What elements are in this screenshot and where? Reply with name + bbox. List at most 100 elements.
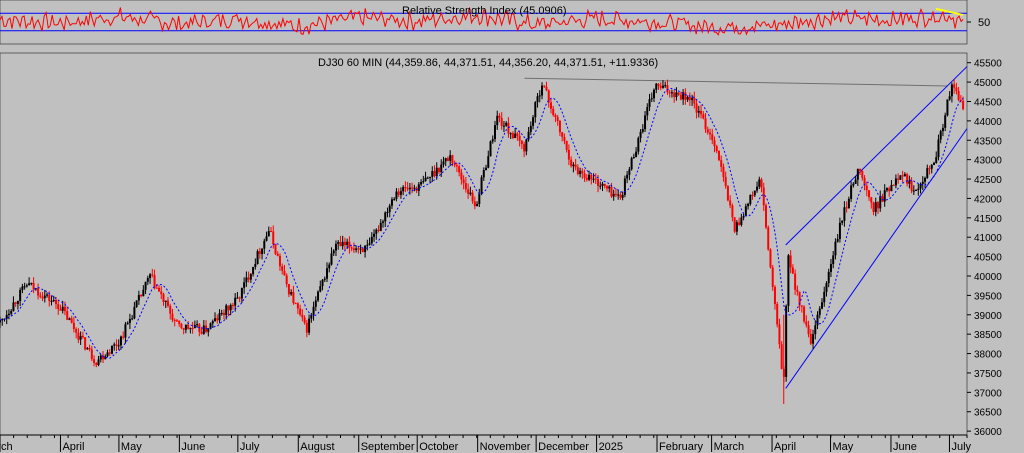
candle-body <box>115 344 118 346</box>
candle-body <box>798 291 801 306</box>
candle-body <box>469 192 472 194</box>
candle-body <box>845 207 848 209</box>
candle-body <box>511 133 514 138</box>
candle-body <box>549 102 552 109</box>
candle-body <box>874 202 877 212</box>
candle-body <box>200 331 203 334</box>
candle-body <box>776 304 779 325</box>
candle-body <box>346 241 349 246</box>
candle-body <box>37 288 40 296</box>
candle-body <box>498 115 501 118</box>
candle-body <box>455 165 458 167</box>
candle-body <box>357 248 360 250</box>
candle-body <box>957 90 960 101</box>
candle-body <box>614 193 617 195</box>
candle-body <box>23 286 26 288</box>
candle-body <box>189 328 192 330</box>
candle-body <box>364 245 367 253</box>
candle-body <box>482 170 485 178</box>
candle-body <box>762 187 765 206</box>
candle-body <box>675 92 678 98</box>
candle-body <box>254 264 257 267</box>
wedge-lower-trendline <box>785 128 968 389</box>
candle-body <box>717 150 720 161</box>
candle-body <box>164 300 167 302</box>
candle-body <box>939 131 942 140</box>
candle-body <box>110 345 113 354</box>
price-y-axis: 36000 36500 37000 37500 38000 38500 39000 39500… <box>967 59 1002 438</box>
x-tick-label: May <box>121 441 142 453</box>
candle-body <box>894 178 897 186</box>
candle-body <box>715 146 718 151</box>
candle-body <box>54 299 57 305</box>
candle-body <box>478 194 481 204</box>
candle-body <box>458 166 461 173</box>
candle-body <box>742 216 745 218</box>
rsi-title: Relative Strength Index (45.0906) <box>402 5 567 17</box>
candle-body <box>794 273 797 290</box>
rsi-plot-area <box>0 0 968 45</box>
x-tick-label: October <box>419 441 458 453</box>
candle-body <box>832 255 835 265</box>
candle-body <box>626 174 629 179</box>
candle-body <box>72 322 75 329</box>
candle-body <box>39 295 42 297</box>
candle-body <box>863 177 866 186</box>
candle-body <box>941 127 944 132</box>
x-tick-label: February <box>659 441 704 453</box>
candle-body <box>124 324 127 338</box>
candle-body <box>48 294 51 302</box>
candle-body <box>590 174 593 180</box>
candle-body <box>384 212 387 222</box>
candle-body <box>704 118 707 130</box>
candle-body <box>959 100 962 102</box>
candle-body <box>731 205 734 218</box>
candle-body <box>816 314 819 326</box>
price-y-tick-label: 37000 <box>974 388 1002 399</box>
candle-body <box>390 199 393 206</box>
candle-body <box>843 207 846 221</box>
candle-body <box>267 231 270 237</box>
candle-body <box>97 359 100 366</box>
candle-body <box>444 158 447 162</box>
candle-body <box>312 306 315 315</box>
candle-body <box>258 251 261 255</box>
candle-body <box>417 184 420 192</box>
price-y-tick-label: 39500 <box>974 291 1002 302</box>
candle-body <box>668 92 671 94</box>
candle-body <box>899 175 902 180</box>
candle-body <box>292 291 295 304</box>
candle-body <box>119 336 122 346</box>
candle-body <box>243 282 246 288</box>
candle-body <box>834 241 837 256</box>
x-tick-label: December <box>538 441 589 453</box>
candle-body <box>361 248 364 253</box>
candle-body <box>321 279 324 287</box>
candle-body <box>41 296 44 299</box>
candle-body <box>921 181 924 184</box>
candle-body <box>261 248 264 255</box>
candle-body <box>677 92 680 95</box>
candle-body <box>207 328 210 332</box>
rsi-divergence-line <box>935 7 964 16</box>
candle-body <box>84 337 87 350</box>
candle-body <box>778 324 781 345</box>
price-y-tick-label: 41000 <box>974 233 1002 244</box>
candle-body <box>14 302 17 304</box>
candle-body <box>95 363 98 366</box>
candle-body <box>126 322 129 325</box>
candle-body <box>890 184 893 192</box>
candle-body <box>666 85 669 93</box>
candle-body <box>735 222 738 232</box>
candle-body <box>787 255 790 306</box>
candle-body <box>944 115 947 128</box>
candle-body <box>702 114 705 119</box>
candle-body <box>270 231 273 233</box>
candle-body <box>214 318 217 322</box>
candle-body <box>446 158 449 161</box>
candle-body <box>527 131 530 140</box>
x-tick-label: March <box>714 441 745 453</box>
candle-body <box>888 188 891 192</box>
candle-body <box>767 227 770 250</box>
candle-body <box>962 100 965 110</box>
